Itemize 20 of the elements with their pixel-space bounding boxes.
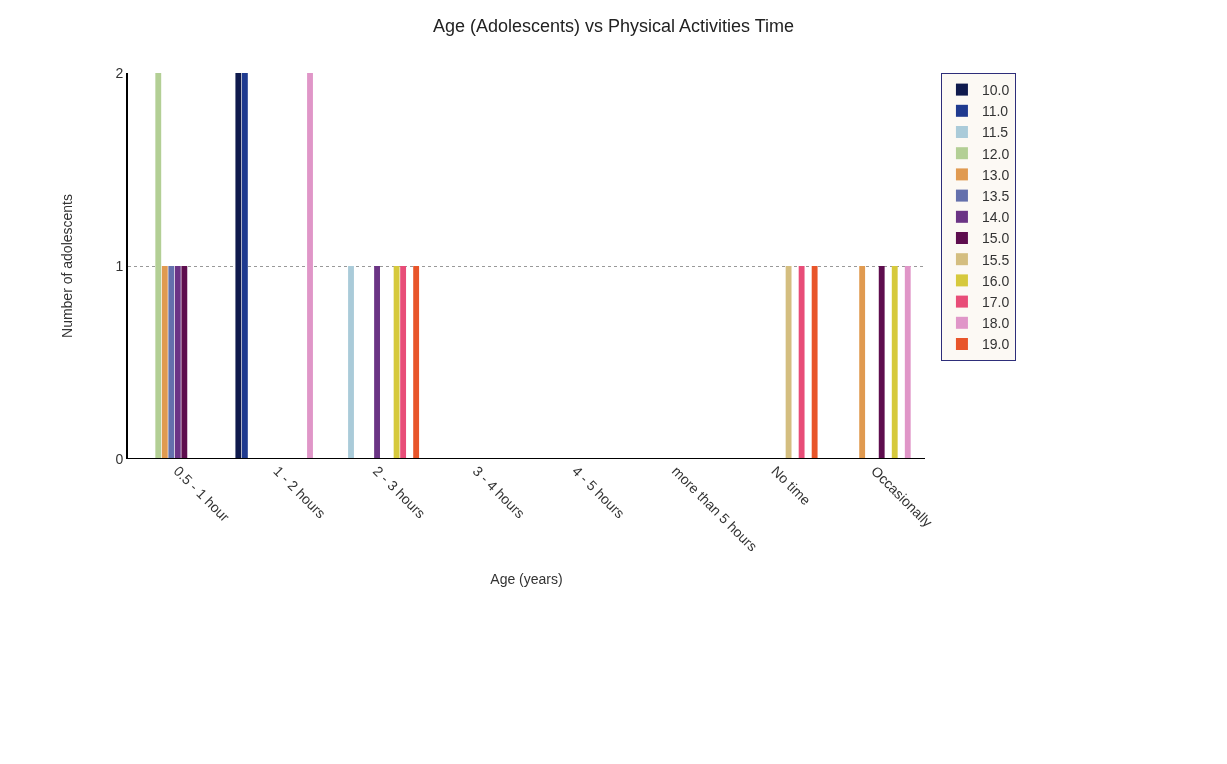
legend-label: 12.0: [981, 145, 1010, 162]
chart-title: Age (Adolescents) vs Physical Activities Time: [432, 15, 795, 36]
y-tick-label: 2: [115, 64, 124, 81]
legend-label: 14.0: [981, 209, 1010, 226]
y-tick-label: 1: [115, 257, 124, 274]
legend-label: 15.0: [981, 230, 1010, 247]
legend-label: 19.0: [981, 336, 1010, 353]
y-axis-title: Number of adolescents: [58, 194, 75, 338]
y-tick-label: 0: [115, 450, 124, 467]
x-tick-label: No time: [768, 462, 815, 509]
legend-label: 11.0: [981, 103, 1009, 120]
legend-label: 17.0: [981, 294, 1010, 311]
legend-label: 16.0: [981, 272, 1010, 289]
legend-label: 13.5: [981, 188, 1010, 205]
x-axis-title: Age (years): [490, 570, 563, 587]
legend-label: 18.0: [981, 315, 1010, 332]
legend-label: 11.5: [981, 124, 1009, 141]
legend-label: 10.0: [981, 82, 1010, 99]
legend-label: 13.0: [981, 166, 1010, 183]
legend-label: 15.5: [981, 251, 1010, 268]
